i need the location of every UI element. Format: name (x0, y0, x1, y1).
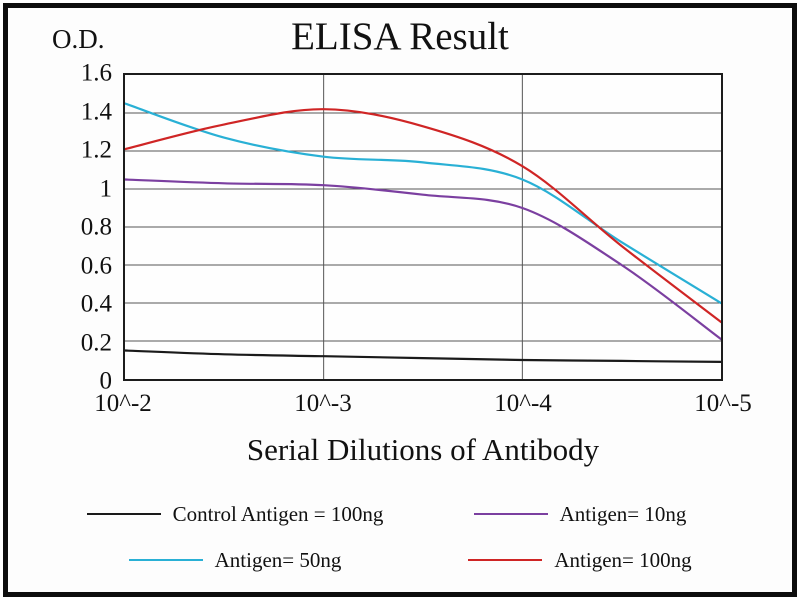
legend: Control Antigen = 100ng Antigen= 10ng An… (8, 500, 792, 574)
y-tick-label: 1 (99, 175, 113, 202)
legend-label: Antigen= 50ng (214, 547, 342, 572)
y-tick-label: 1.2 (80, 136, 112, 164)
legend-label: Antigen= 100ng (554, 547, 692, 572)
y-tick-label: 0 (99, 367, 113, 395)
series-line-antigen-100ng (125, 108, 721, 324)
x-axis-title: Serial Dilutions of Antibody (246, 432, 600, 467)
legend-line-swatch-antigen-50ng (128, 559, 203, 561)
legend-line-swatch-control-antigen (86, 513, 161, 515)
series-line-antigen-50ng (125, 102, 721, 305)
legend-entry-antigen-50ng: Antigen= 50ng (55, 546, 415, 574)
legend-entry-control-antigen-100ng: Control Antigen = 100ng (55, 500, 415, 528)
y-tick-label: 0.4 (80, 290, 112, 318)
legend-entry-antigen-10ng: Antigen= 10ng (415, 500, 745, 528)
y-tick-label: 0.6 (80, 252, 112, 279)
y-axis-title: O.D. (52, 24, 105, 54)
x-tick-label: 10^-2 (94, 390, 152, 417)
x-tick-label: 10^-3 (294, 390, 352, 417)
series-line-antigen-10ng (125, 178, 721, 341)
y-tick-label: 0.2 (80, 329, 112, 356)
legend-line-swatch-antigen-10ng (473, 513, 548, 515)
plot-area-svg (125, 75, 721, 379)
series-line-control-antigen-100ng (125, 349, 721, 363)
chart-frame: O.D. ELISA Result 0 0.2 0.4 0.6 0.8 1 1.2 1.4 1.… (3, 3, 797, 597)
legend-line-swatch-antigen-100ng (468, 559, 543, 561)
chart-title: ELISA Result (291, 15, 509, 58)
legend-entry-antigen-100ng: Antigen= 100ng (415, 546, 745, 574)
plot-area (123, 73, 723, 381)
x-tick-label: 10^-4 (494, 390, 552, 417)
x-tick-label: 10^-5 (694, 390, 752, 417)
legend-label: Control Antigen = 100ng (172, 501, 384, 526)
y-tick-label: 1.6 (80, 59, 112, 87)
y-tick-label: 0.8 (80, 213, 112, 241)
legend-label: Antigen= 10ng (559, 501, 687, 526)
y-tick-label: 1.4 (80, 98, 112, 125)
